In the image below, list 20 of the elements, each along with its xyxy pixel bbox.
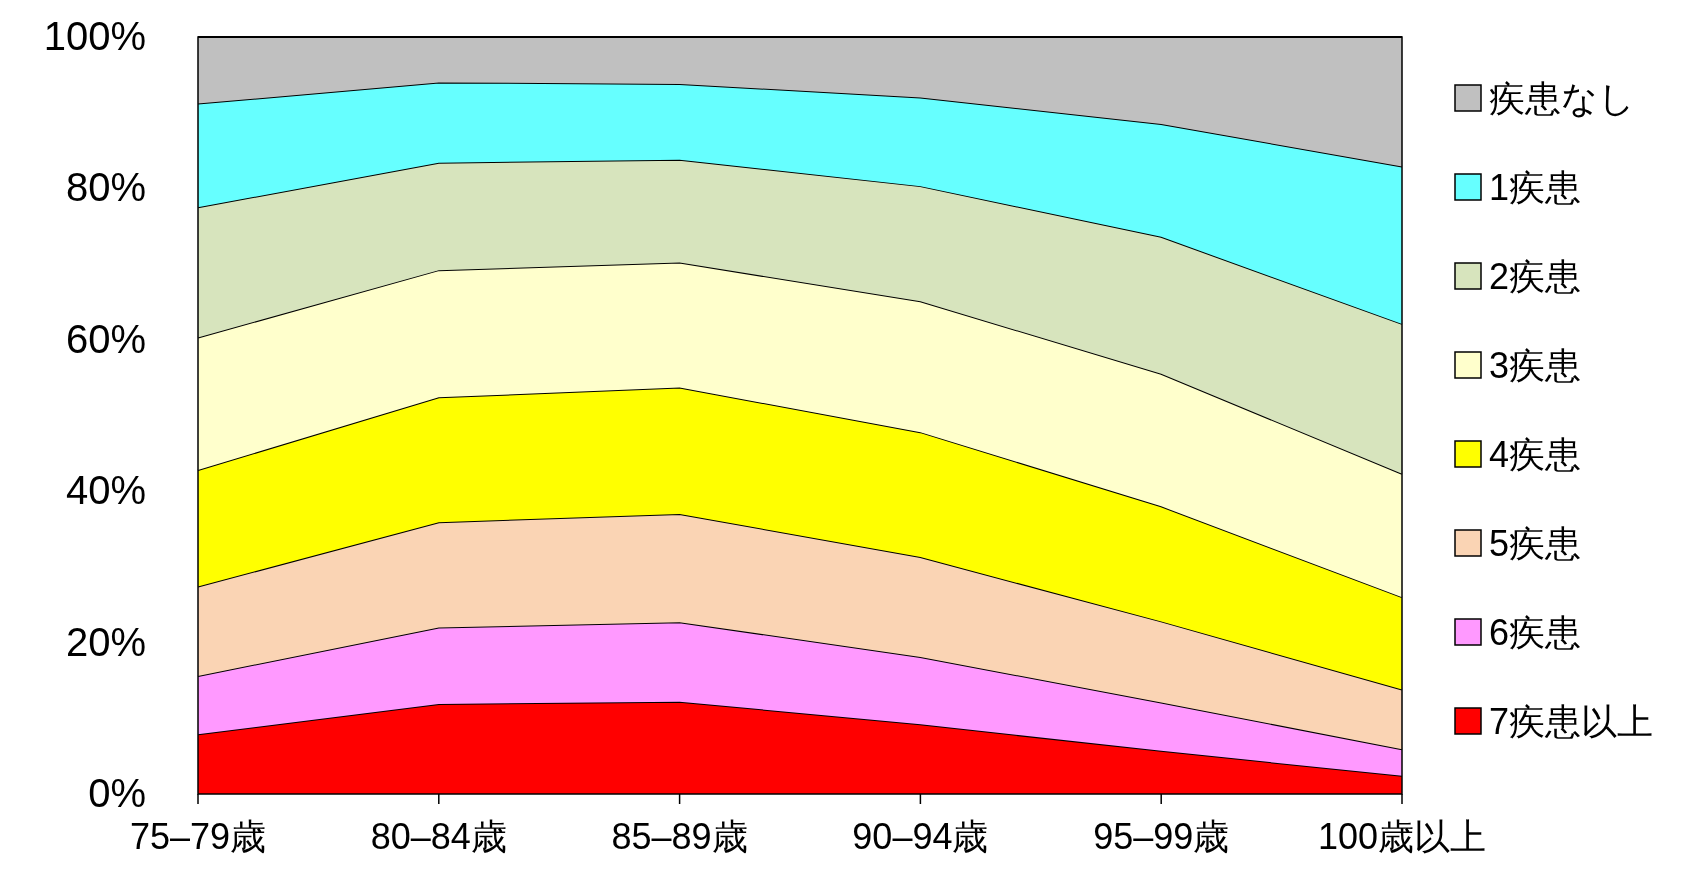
x-tick-label: 75–79歳	[129, 816, 267, 857]
x-tick-label: 85–89歳	[611, 816, 748, 857]
y-tick-label: 40%	[65, 468, 146, 513]
legend-label: 2疾患	[1489, 256, 1582, 297]
legend-label: 4疾患	[1489, 434, 1582, 475]
legend-label: 3疾患	[1489, 345, 1582, 386]
x-tick-label: 95–99歳	[1093, 816, 1230, 857]
x-tick-label: 90–94歳	[852, 816, 989, 857]
y-tick-label: 100%	[43, 14, 146, 58]
legend-label: 7疾患以上	[1489, 701, 1654, 742]
legend-label: 6疾患	[1489, 612, 1582, 653]
x-tick-label: 80–84歳	[370, 816, 507, 857]
x-tick-label: 100歳以上	[1317, 816, 1487, 857]
y-tick-label: 60%	[65, 316, 146, 361]
legend-label: 疾患なし	[1489, 78, 1635, 119]
y-tick-label: 20%	[65, 619, 146, 664]
y-tick-label: 80%	[65, 165, 146, 210]
legend-label: 5疾患	[1489, 523, 1582, 564]
legend-label: 1疾患	[1489, 167, 1582, 208]
y-tick-label: 0%	[88, 771, 146, 815]
